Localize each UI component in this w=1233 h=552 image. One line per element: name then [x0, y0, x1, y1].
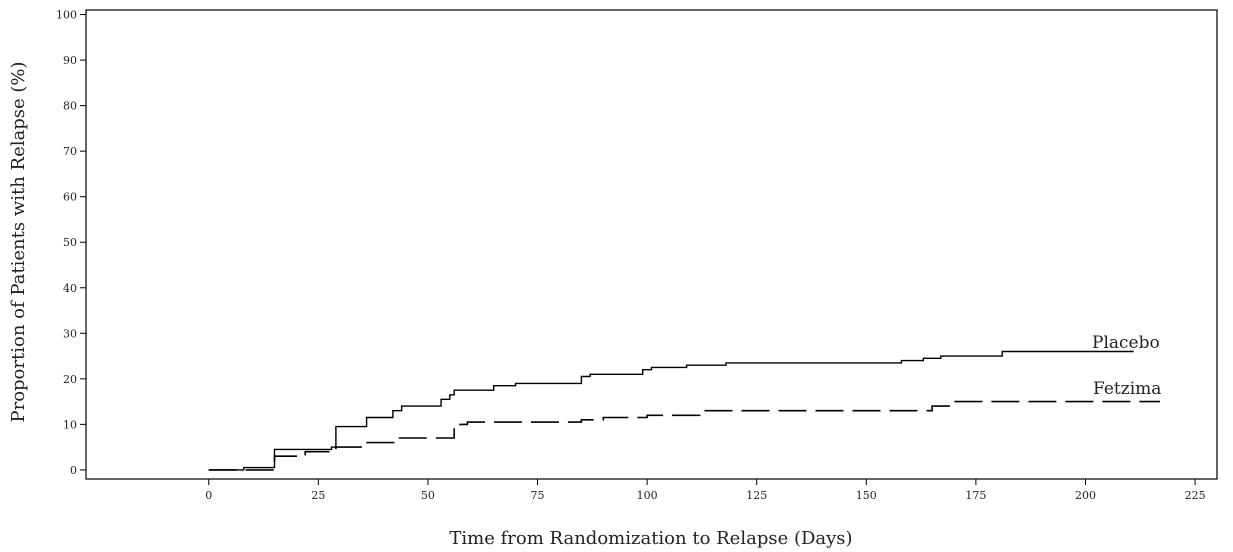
- plot-frame: [85, 9, 1218, 480]
- x-tick-label: 175: [965, 489, 986, 502]
- series-lines: [208, 350, 1160, 471]
- y-tick-label: 40: [63, 282, 77, 295]
- x-tick-label: 125: [746, 489, 767, 502]
- y-tick-label: 50: [63, 236, 77, 249]
- y-axis-title: Proportion of Patients with Relapse (%): [8, 61, 29, 422]
- series-label-placebo: Placebo: [1092, 333, 1160, 353]
- y-tick-label: 80: [63, 100, 77, 113]
- x-tick-label: 25: [311, 489, 325, 502]
- x-tick-label: 0: [205, 489, 212, 502]
- x-axis-ticks: 0 25 50 75 100 125 150 175 200 225: [205, 479, 1206, 502]
- series-line-placebo: [208, 350, 1134, 471]
- y-tick-label: 70: [63, 145, 77, 158]
- series-label-fetzima: Fetzima: [1093, 379, 1161, 399]
- x-tick-label: 200: [1075, 489, 1096, 502]
- series-line-fetzima: [208, 400, 1160, 471]
- y-tick-label: 10: [63, 418, 77, 431]
- y-tick-label: 20: [63, 373, 77, 386]
- x-tick-label: 225: [1185, 489, 1206, 502]
- x-tick-label: 75: [531, 489, 545, 502]
- y-tick-label: 30: [63, 327, 77, 340]
- y-axis-ticks: 0 10 20 30 40 50 60 70 80 90 100: [56, 9, 86, 477]
- x-axis-title: Time from Randomization to Relapse (Days…: [449, 528, 852, 549]
- y-tick-label: 90: [63, 54, 77, 67]
- x-tick-label: 50: [421, 489, 435, 502]
- y-tick-label: 60: [63, 191, 77, 204]
- y-tick-label: 0: [70, 464, 77, 477]
- x-tick-label: 100: [637, 489, 658, 502]
- y-tick-label: 100: [56, 9, 77, 22]
- x-tick-label: 150: [856, 489, 877, 502]
